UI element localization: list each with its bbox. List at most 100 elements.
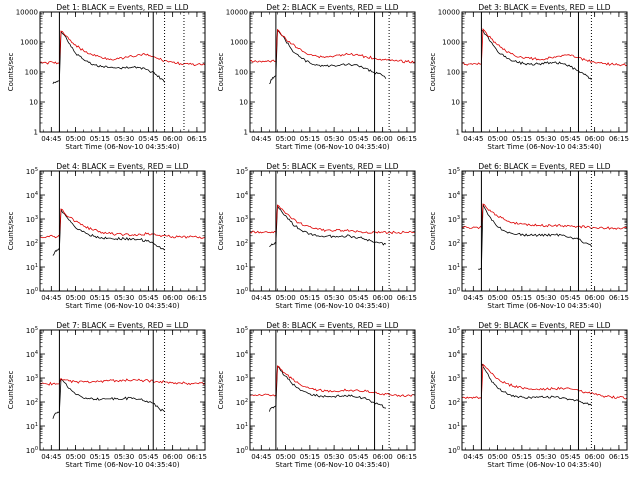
- x-tick-label: 06:15: [609, 135, 629, 143]
- x-tick-label: 05:30: [536, 135, 556, 143]
- x-tick-label: 06:00: [163, 135, 183, 143]
- y-tick-label: 100: [236, 446, 248, 455]
- plot-frame: [461, 170, 628, 292]
- y-tick-label: 105: [26, 167, 38, 176]
- y-tick-label: 104: [448, 191, 460, 200]
- lld-series-line: [461, 28, 628, 67]
- x-tick-label: 05:00: [275, 453, 295, 461]
- y-tick-label: 1: [244, 129, 248, 137]
- plot-frame: [39, 170, 206, 292]
- x-tick-label: 05:00: [275, 135, 295, 143]
- events-series-line: [269, 365, 386, 412]
- y-tick-label: 101: [26, 422, 38, 431]
- chart-title: Det 8: BLACK = Events, RED = LLD: [266, 321, 398, 330]
- y-axis-label: Counts/sec: [217, 53, 225, 92]
- x-tick-label: 05:15: [512, 294, 532, 302]
- x-tick-label: 05:00: [487, 294, 507, 302]
- chart-panel-det5: 100 101 102 103 104 105 04:45 05:00 05:15 05:30 05…: [217, 162, 417, 310]
- x-tick-label: 05:30: [114, 135, 134, 143]
- x-tick-label: 05:15: [300, 135, 320, 143]
- x-tick-label: 05:30: [114, 453, 134, 461]
- y-axis-label: Counts/sec: [217, 371, 225, 410]
- x-tick-label: 05:15: [90, 294, 110, 302]
- x-tick-label: 05:30: [536, 453, 556, 461]
- events-series-line: [52, 209, 165, 256]
- chart-title: Det 2: BLACK = Events, RED = LLD: [266, 3, 398, 12]
- x-tick-label: 05:00: [65, 135, 85, 143]
- x-tick-label: 05:45: [560, 294, 580, 302]
- y-tick-label: 105: [236, 167, 248, 176]
- chart-panel-det7: 100 101 102 103 104 105 04:45 05:00 05:15 05:30 05…: [7, 321, 207, 469]
- x-tick-label: 06:15: [397, 135, 417, 143]
- lld-series-line: [461, 363, 628, 400]
- x-tick-label: 05:30: [324, 294, 344, 302]
- y-axis-label: Counts/sec: [429, 212, 437, 251]
- x-axis-label: Start Time (06-Nov-10 04:35:40): [65, 302, 179, 310]
- chart-panel-det9: 100 101 102 103 104 105 04:45 05:00 05:15 05:30 05…: [429, 321, 629, 469]
- x-tick-label: 05:00: [65, 294, 85, 302]
- x-tick-label: 06:15: [187, 453, 207, 461]
- lld-series-line: [249, 204, 415, 235]
- x-tick-label: 04:45: [251, 453, 271, 461]
- y-axis-label: Counts/sec: [429, 53, 437, 92]
- x-tick-label: 04:45: [41, 135, 61, 143]
- events-series-line: [269, 29, 387, 85]
- y-tick-label: 1000: [442, 39, 460, 47]
- chart-title: Det 4: BLACK = Events, RED = LLD: [56, 162, 188, 171]
- x-tick-label: 06:00: [373, 294, 393, 302]
- x-tick-label: 05:15: [300, 453, 320, 461]
- y-tick-label: 102: [26, 239, 38, 248]
- events-series-line: [481, 29, 592, 81]
- y-tick-label: 103: [448, 374, 460, 383]
- chart-panel-det3: 1 10 100 1000 10000 04:45 05:00 05:15 05:30 05:45…: [429, 3, 629, 151]
- x-tick-label: 06:15: [187, 294, 207, 302]
- x-tick-label: 05:45: [348, 453, 368, 461]
- y-tick-label: 100: [448, 446, 460, 455]
- x-tick-label: 04:45: [251, 135, 271, 143]
- y-tick-label: 10000: [438, 9, 460, 17]
- events-series-line: [269, 204, 387, 248]
- y-tick-label: 10: [451, 99, 460, 107]
- y-tick-label: 1000: [20, 39, 38, 47]
- y-tick-label: 10: [239, 99, 248, 107]
- plot-frame: [39, 329, 206, 451]
- x-tick-label: 05:00: [487, 453, 507, 461]
- chart-panel-det2: 1 10 100 1000 10000 04:45 05:00 05:15 05:30 05:45…: [217, 3, 417, 151]
- y-tick-label: 100: [235, 69, 248, 77]
- x-tick-label: 04:45: [251, 294, 271, 302]
- plot-frame: [249, 11, 416, 133]
- x-tick-label: 06:00: [585, 135, 605, 143]
- x-tick-label: 06:00: [163, 294, 183, 302]
- x-tick-label: 05:45: [348, 135, 368, 143]
- y-axis-label: Counts/sec: [7, 212, 15, 251]
- y-tick-label: 104: [26, 350, 38, 359]
- x-tick-label: 04:45: [41, 294, 61, 302]
- y-axis-label: Counts/sec: [7, 53, 15, 92]
- y-tick-label: 10000: [16, 9, 38, 17]
- plot-frame: [39, 11, 206, 133]
- x-tick-label: 05:45: [560, 135, 580, 143]
- x-axis-label: Start Time (06-Nov-10 04:35:40): [275, 461, 389, 469]
- chart-panel-det1: 1 10 100 1000 10000 04:45 05:00 05:15 05:30 05:45…: [7, 3, 207, 151]
- y-tick-label: 101: [236, 422, 248, 431]
- y-tick-label: 104: [26, 191, 38, 200]
- x-tick-label: 05:30: [536, 294, 556, 302]
- chart-panel-det4: 100 101 102 103 104 105 04:45 05:00 05:15 05:30 05…: [7, 162, 207, 310]
- y-axis-label: Counts/sec: [7, 371, 15, 410]
- y-tick-label: 105: [236, 326, 248, 335]
- x-axis-label: Start Time (06-Nov-10 04:35:40): [487, 461, 601, 469]
- y-tick-label: 103: [236, 374, 248, 383]
- chart-title: Det 9: BLACK = Events, RED = LLD: [478, 321, 610, 330]
- x-tick-label: 06:15: [397, 294, 417, 302]
- y-tick-label: 103: [236, 215, 248, 224]
- y-tick-label: 103: [448, 215, 460, 224]
- x-tick-label: 05:30: [324, 453, 344, 461]
- y-tick-label: 101: [448, 263, 460, 272]
- chart-title: Det 3: BLACK = Events, RED = LLD: [478, 3, 610, 12]
- x-tick-label: 05:15: [90, 453, 110, 461]
- lld-series-line: [39, 30, 206, 66]
- lld-series-line: [461, 203, 628, 230]
- y-tick-label: 100: [25, 69, 38, 77]
- y-tick-label: 102: [448, 239, 460, 248]
